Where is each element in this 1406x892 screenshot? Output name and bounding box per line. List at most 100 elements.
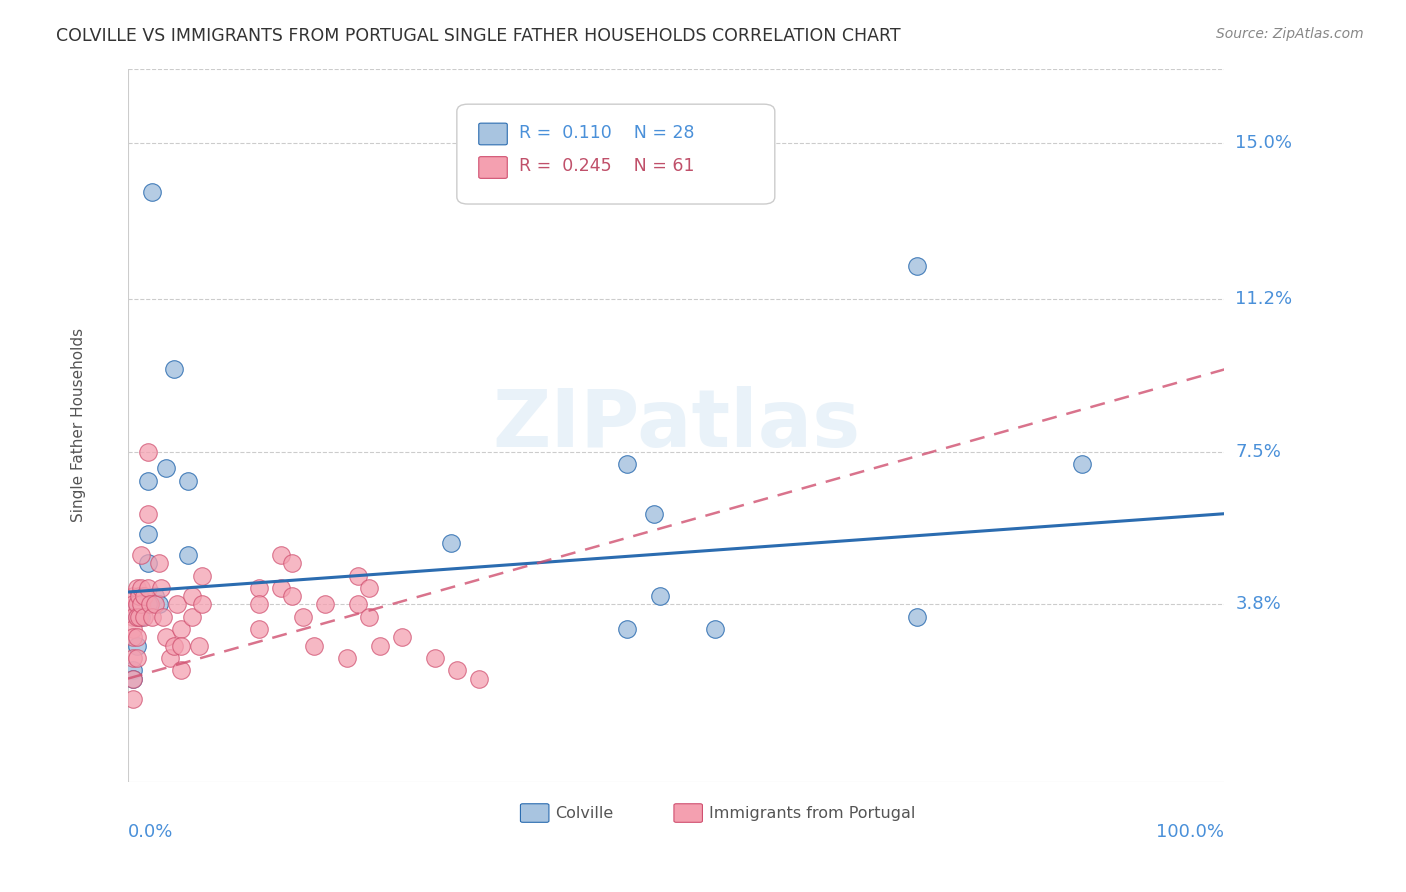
Point (129, 598, 152, 612)
Point (134, 589, 156, 603)
Text: 15.0%: 15.0% (1236, 134, 1292, 152)
Point (129, 548, 152, 562)
Point (336, 651, 359, 665)
Point (188, 639, 211, 653)
Point (122, 692, 145, 706)
Point (163, 362, 186, 376)
Point (163, 639, 186, 653)
Point (136, 527, 159, 541)
Point (643, 507, 665, 521)
Point (155, 631, 177, 645)
Point (141, 609, 163, 624)
Point (122, 672, 145, 686)
Point (149, 581, 172, 595)
Point (270, 581, 292, 595)
Point (191, 568, 214, 582)
Point (148, 556, 170, 570)
Point (136, 507, 159, 521)
Point (125, 598, 148, 612)
Point (616, 622, 638, 636)
Point (122, 589, 145, 603)
Point (122, 598, 145, 612)
Text: ZIPatlas: ZIPatlas (492, 386, 860, 464)
Point (136, 556, 159, 570)
Point (281, 589, 304, 603)
Point (129, 581, 152, 595)
FancyBboxPatch shape (520, 804, 548, 822)
Text: 7.5%: 7.5% (1236, 443, 1281, 461)
Point (128, 589, 150, 603)
Point (249, 581, 271, 595)
Point (347, 598, 370, 612)
Text: 100.0%: 100.0% (1156, 823, 1225, 841)
Point (125, 609, 148, 624)
Point (139, 598, 162, 612)
Point (177, 548, 200, 562)
Point (169, 622, 191, 636)
Text: COLVILLE VS IMMIGRANTS FROM PORTUGAL SINGLE FATHER HOUSEHOLDS CORRELATION CHART: COLVILLE VS IMMIGRANTS FROM PORTUGAL SIN… (56, 27, 901, 45)
Point (125, 598, 148, 612)
Point (129, 589, 152, 603)
Point (281, 556, 304, 570)
Point (359, 581, 381, 595)
Point (122, 631, 145, 645)
Point (122, 609, 145, 624)
Point (1070, 457, 1092, 471)
Point (249, 622, 271, 636)
Point (368, 639, 391, 653)
Point (125, 639, 148, 653)
Point (148, 598, 170, 612)
Point (304, 639, 326, 653)
Point (177, 474, 200, 488)
Point (292, 609, 315, 624)
Point (249, 598, 271, 612)
FancyBboxPatch shape (479, 157, 508, 178)
Point (122, 664, 145, 678)
Point (136, 474, 159, 488)
Text: 0.0%: 0.0% (128, 823, 173, 841)
Point (136, 445, 159, 459)
Point (423, 651, 446, 665)
Point (125, 581, 148, 595)
Point (180, 589, 202, 603)
Text: 11.2%: 11.2% (1236, 291, 1292, 309)
Point (134, 589, 156, 603)
Text: Source: ZipAtlas.com: Source: ZipAtlas.com (1216, 27, 1364, 41)
Point (270, 548, 292, 562)
Point (125, 651, 148, 665)
FancyBboxPatch shape (479, 123, 508, 145)
Point (468, 672, 491, 686)
FancyBboxPatch shape (673, 804, 703, 822)
Point (122, 672, 145, 686)
Point (155, 461, 177, 475)
Point (169, 639, 191, 653)
Point (143, 589, 166, 603)
Point (134, 609, 156, 624)
Text: Single Father Households: Single Father Households (72, 328, 86, 522)
Point (136, 598, 159, 612)
Point (347, 568, 370, 582)
Point (128, 609, 150, 624)
Point (180, 609, 202, 624)
Text: R =  0.110    N = 28: R = 0.110 N = 28 (519, 124, 695, 142)
Point (166, 598, 188, 612)
Point (136, 581, 159, 595)
Point (703, 622, 725, 636)
Point (169, 664, 191, 678)
Point (125, 609, 148, 624)
Text: Immigrants from Portugal: Immigrants from Portugal (709, 805, 915, 821)
Point (159, 651, 181, 665)
Point (125, 631, 148, 645)
Point (191, 598, 214, 612)
Point (648, 589, 671, 603)
Point (905, 260, 928, 274)
Point (152, 609, 174, 624)
Point (314, 598, 336, 612)
Point (446, 664, 468, 678)
Point (122, 622, 145, 636)
Point (391, 631, 413, 645)
Point (440, 535, 463, 549)
Text: 3.8%: 3.8% (1236, 595, 1281, 614)
Point (143, 598, 166, 612)
Point (141, 185, 163, 199)
